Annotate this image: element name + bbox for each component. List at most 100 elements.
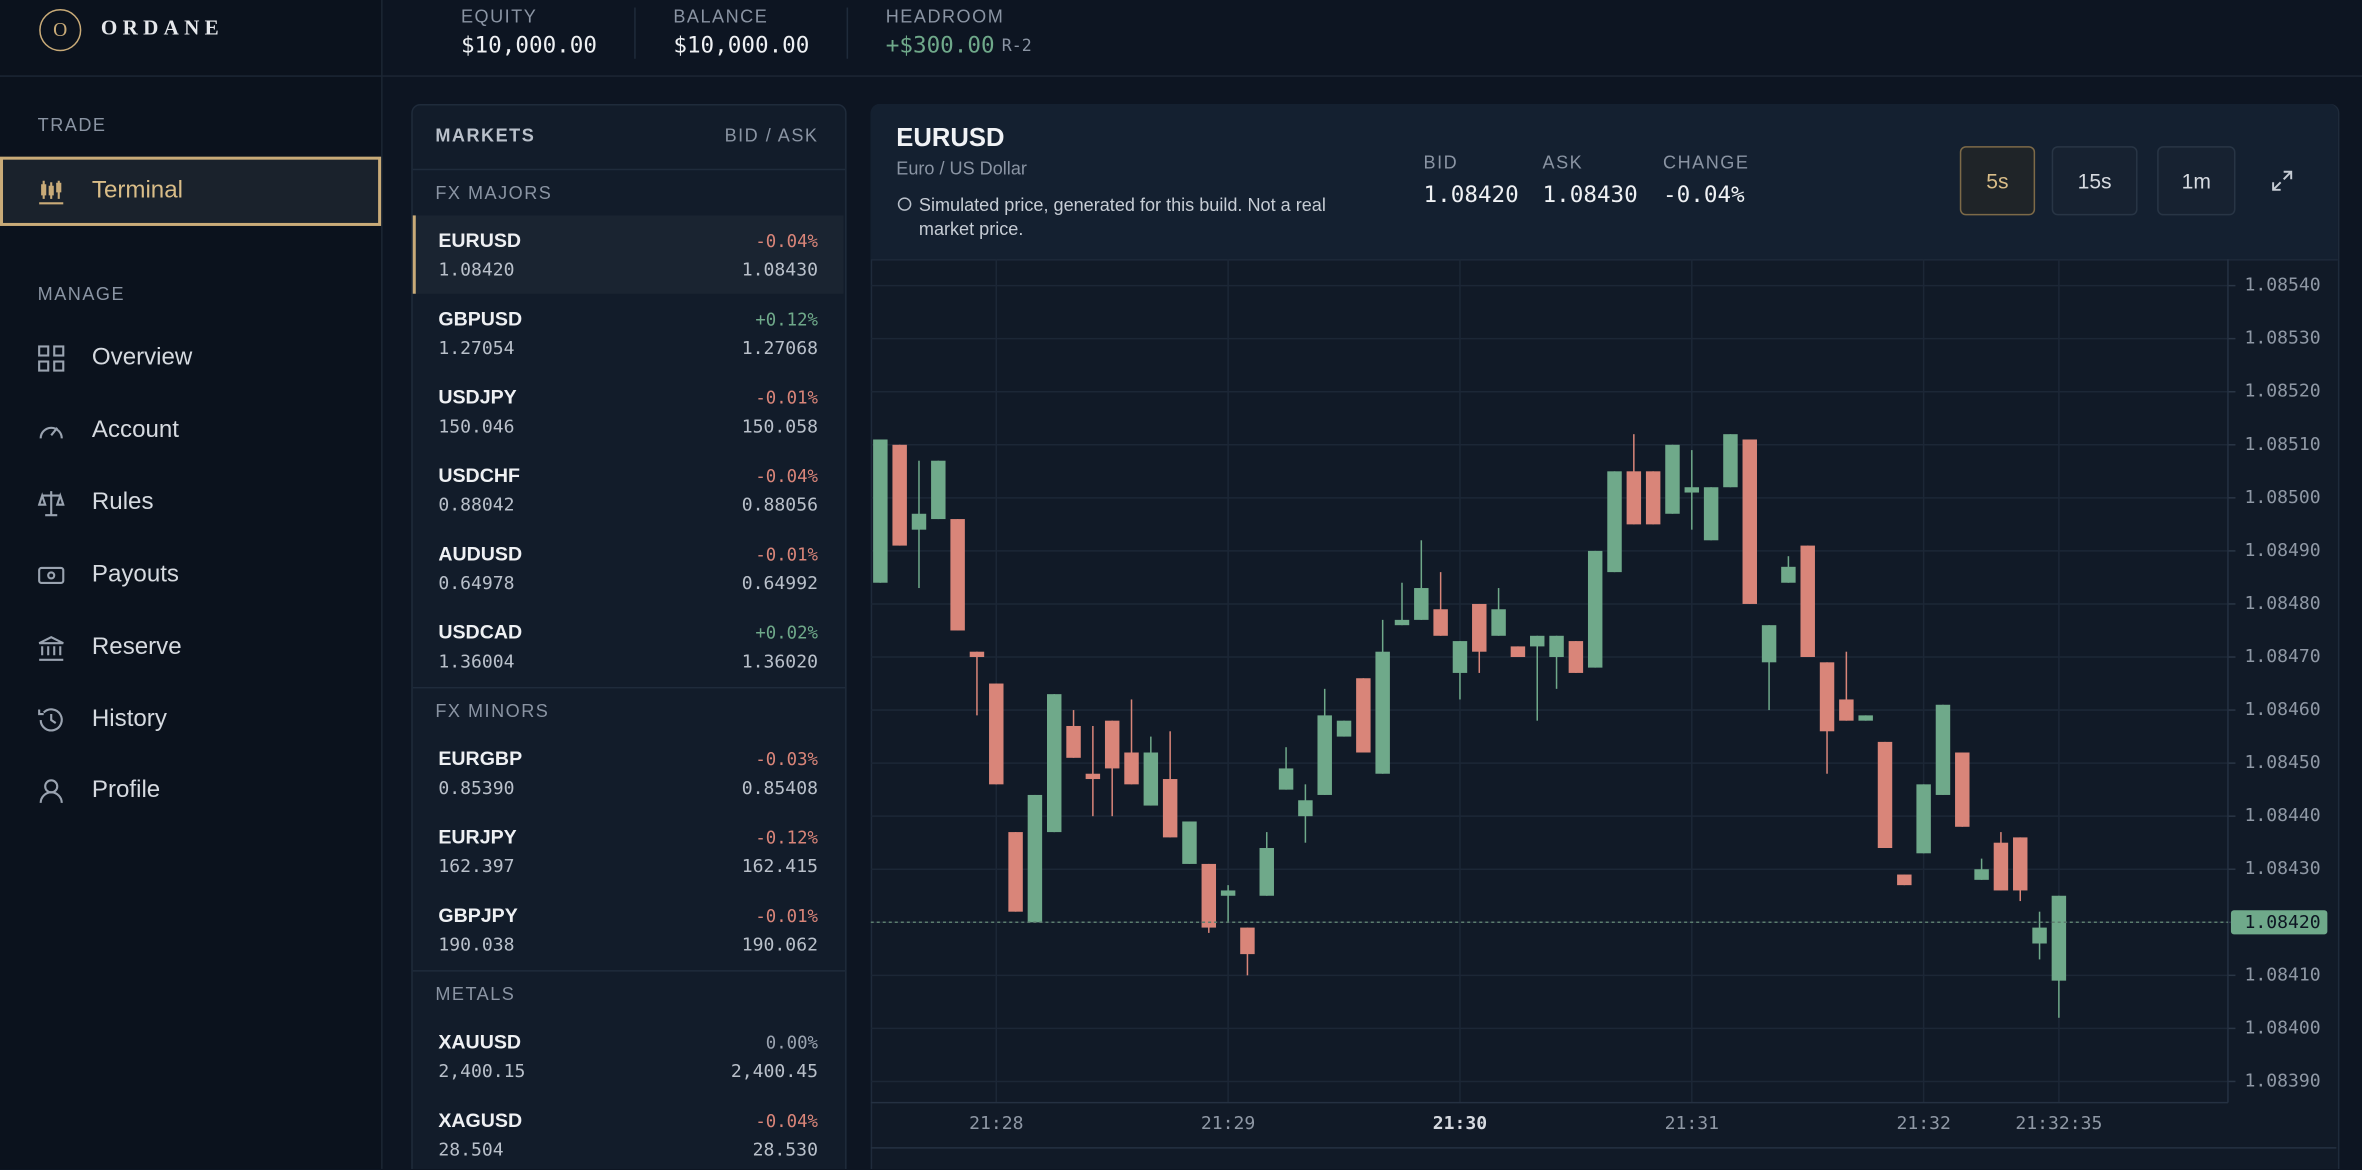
group-divider <box>412 970 846 972</box>
quote-value: 1.08430 <box>1542 180 1638 208</box>
candle-body <box>911 513 927 530</box>
nav-item[interactable]: Payouts <box>0 541 381 610</box>
change: -0.04% <box>755 230 818 252</box>
market-row[interactable] <box>413 812 844 890</box>
candle-body <box>1182 821 1197 864</box>
candle-body <box>1452 641 1468 673</box>
candle-body <box>1162 779 1178 838</box>
candle-body <box>2032 927 2047 944</box>
ask: 28.530 <box>752 1138 818 1160</box>
candlestick-chart: 1.08540 1.08530 1.08520 1.08510 1.08500 1.084… <box>870 259 2337 1149</box>
nav-item[interactable]: History <box>0 685 381 754</box>
candle-body <box>2013 837 2028 891</box>
stat-divider <box>634 7 636 59</box>
candle-body <box>969 651 985 658</box>
nav-label: Rules <box>91 489 154 516</box>
change: -0.03% <box>755 748 818 770</box>
y-tick-label: 1.08510 <box>2245 434 2321 455</box>
candle-body <box>1008 832 1023 912</box>
candle-body <box>1916 784 1931 854</box>
bid: 2,400.15 <box>438 1060 526 1082</box>
stat-label: HEADROOM <box>885 6 1005 28</box>
symbol: USDCAD <box>438 620 523 644</box>
nav-item[interactable]: Profile <box>0 756 381 825</box>
bid: 150.046 <box>438 415 515 437</box>
candle-body <box>1394 619 1410 626</box>
nav-item[interactable]: Overview <box>0 324 381 393</box>
symbol: XAUUSD <box>438 1030 522 1053</box>
candle-body <box>1877 741 1893 849</box>
change: -0.01% <box>755 905 818 927</box>
note-icon <box>897 197 912 211</box>
candle-body <box>1336 720 1352 737</box>
market-row[interactable] <box>413 529 844 607</box>
candle-body <box>1124 752 1139 785</box>
bid: 0.85390 <box>438 777 515 799</box>
candle-body <box>1085 773 1101 780</box>
nav-item[interactable]: Terminal <box>0 156 382 226</box>
market-row[interactable] <box>413 607 844 685</box>
candle-body <box>1104 720 1120 769</box>
symbol: USDCHF <box>438 463 520 487</box>
x-tick-label: 21:31 <box>1665 1113 1719 1134</box>
symbol: EURGBP <box>438 747 523 770</box>
nav-item[interactable]: Reserve <box>0 613 381 682</box>
stat-value: $10,000.00 <box>673 31 810 59</box>
market-row[interactable] <box>413 372 844 450</box>
symbol: XAGUSD <box>438 1108 523 1132</box>
candle-body <box>1955 752 1970 827</box>
markets-columns: BID / ASK <box>724 125 819 147</box>
candle-body <box>1375 651 1390 774</box>
candle-body <box>1839 699 1854 721</box>
bid: 0.88042 <box>438 494 515 516</box>
ask: 1.36020 <box>741 650 818 672</box>
expand-icon[interactable] <box>2272 170 2293 191</box>
timeframe-button[interactable]: 5s <box>1959 146 2036 216</box>
candle-body <box>1858 715 1873 721</box>
candle-body <box>1684 487 1700 493</box>
change: +0.02% <box>755 622 818 644</box>
change: -0.04% <box>755 1110 818 1132</box>
nav-item[interactable]: Rules <box>0 468 381 537</box>
symbol: USDJPY <box>438 385 517 409</box>
stat-label: EQUITY <box>460 6 538 28</box>
candle-body <box>1220 890 1236 896</box>
instrument-name: Euro / US Dollar <box>896 158 1027 180</box>
candle-body <box>1510 646 1526 658</box>
x-tick-label: 21:32 <box>1896 1113 1950 1134</box>
bid: 1.36004 <box>438 650 515 672</box>
market-row[interactable] <box>413 734 844 812</box>
market-row[interactable] <box>413 890 844 968</box>
stat-label: BALANCE <box>673 6 769 28</box>
instrument-note: Simulated price, generated for this buil… <box>918 194 1326 239</box>
timeframe-button[interactable]: 15s <box>2051 146 2138 216</box>
quote-value: -0.04% <box>1663 180 1745 208</box>
candle-body <box>1201 863 1217 928</box>
y-tick-label: 1.08470 <box>2245 646 2321 667</box>
selected-row[interactable] <box>412 215 844 294</box>
candle-body <box>1414 588 1429 620</box>
divider <box>0 75 2362 77</box>
candle-body <box>1935 704 1951 795</box>
y-tick-label: 1.08520 <box>2245 381 2321 402</box>
candle-body <box>950 519 965 631</box>
section-label: TRADE <box>37 114 107 136</box>
timeframe-button[interactable]: 1m <box>2157 146 2236 216</box>
nav-item[interactable]: Account <box>0 396 381 465</box>
chart-panel <box>870 103 2340 1169</box>
candle-body <box>1143 752 1159 806</box>
symbol: GBPUSD <box>438 307 523 330</box>
group-label: FX MINORS <box>435 700 550 722</box>
logo[interactable]: O <box>39 9 82 52</box>
candle-body <box>1819 662 1835 732</box>
market-row[interactable] <box>413 450 844 528</box>
bid: 28.504 <box>438 1138 504 1160</box>
candle-body <box>1800 545 1815 658</box>
market-row[interactable] <box>413 294 844 372</box>
stat-suffix: R-2 <box>1001 36 1032 56</box>
nav-label: Overview <box>91 344 193 371</box>
candle-body <box>931 460 946 520</box>
market-row[interactable] <box>413 1017 844 1095</box>
change: -0.12% <box>755 827 818 849</box>
quote-value: 1.08420 <box>1423 180 1519 208</box>
